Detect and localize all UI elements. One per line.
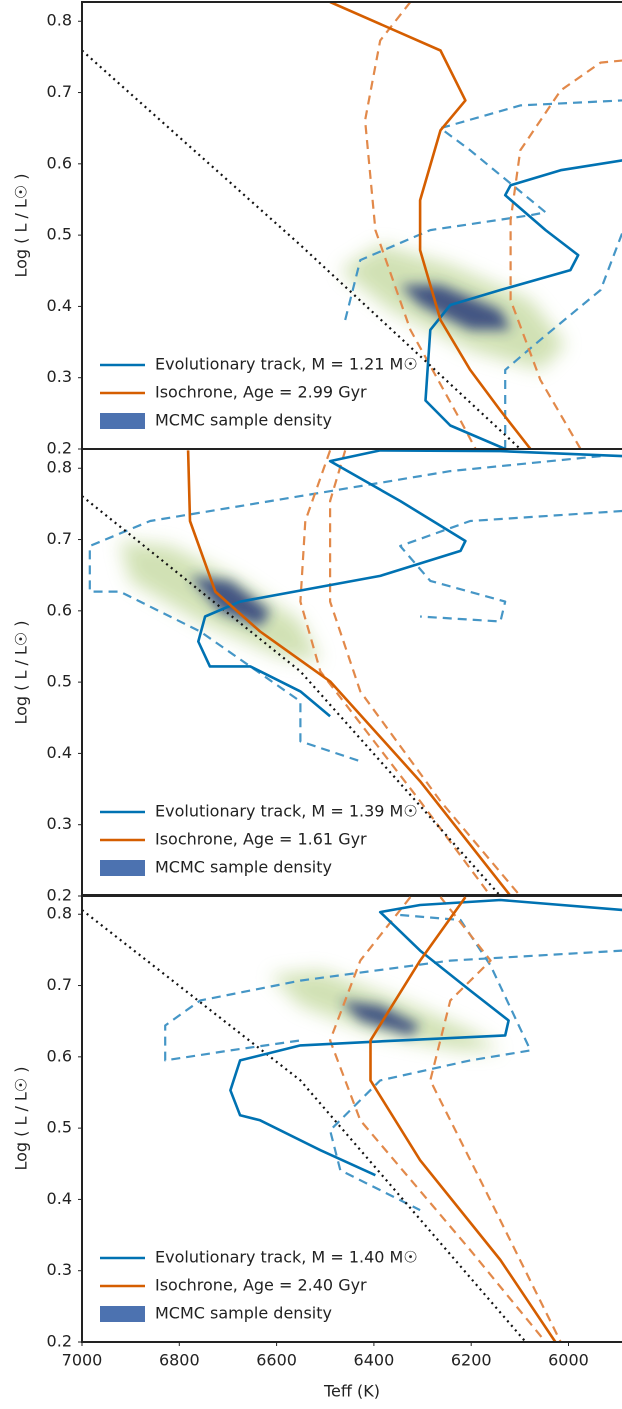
dashed-line [164, 949, 622, 1062]
legend-label: Evolutionary track, M = 1.21 M☉ [155, 355, 418, 374]
density-contour [190, 575, 271, 627]
x-tick-label: 6000 [548, 1351, 589, 1370]
legend-swatch [100, 1306, 145, 1322]
dotted-line [82, 495, 502, 896]
x-tick-label: 6600 [256, 1351, 297, 1370]
x-tick-label: 6800 [159, 1351, 200, 1370]
legend-label: MCMC sample density [155, 858, 332, 877]
legend-label: Isochrone, Age = 2.40 Gyr [155, 1276, 367, 1295]
y-tick-label: 0.6 [47, 600, 72, 619]
y-axis-label: Log ( L / L☉ ) [12, 173, 31, 277]
y-tick-label: 0.4 [47, 743, 72, 762]
solid-line [229, 898, 622, 1177]
density-contour [400, 285, 511, 330]
legend-swatch [100, 860, 145, 876]
solid-line [186, 450, 512, 896]
y-tick-label: 0.8 [47, 11, 72, 30]
y-axis-label: Log ( L / L☉ ) [12, 620, 31, 724]
dotted-line [82, 49, 522, 449]
plot-area [82, 896, 622, 1342]
dashed-line [329, 450, 522, 896]
y-tick-label: 0.6 [47, 153, 72, 172]
solid-line [369, 896, 557, 1342]
dashed-line [299, 450, 492, 896]
y-axis-label: Log ( L / L☉ ) [12, 1066, 31, 1170]
dashed-line [364, 2, 477, 449]
y-tick-label: 0.5 [47, 672, 72, 691]
y-tick-label: 0.7 [47, 975, 72, 994]
y-tick-label: 0.4 [47, 1189, 72, 1208]
legend-label: MCMC sample density [155, 411, 332, 430]
density-contour [340, 1000, 421, 1036]
legend-label: Evolutionary track, M = 1.40 M☉ [155, 1248, 418, 1267]
legend-label: Isochrone, Age = 1.61 Gyr [155, 830, 367, 849]
y-tick-label: 0.5 [47, 1118, 72, 1137]
y-tick-label: 0.2 [47, 886, 72, 905]
y-tick-label: 0.6 [47, 1046, 72, 1065]
y-tick-label: 0.4 [47, 296, 72, 315]
legend-label: Isochrone, Age = 2.99 Gyr [155, 383, 367, 402]
legend-label: MCMC sample density [155, 1304, 332, 1323]
dashed-line [429, 896, 562, 1342]
solid-line [197, 449, 622, 718]
y-tick-label: 0.3 [47, 814, 72, 833]
plot-area [82, 2, 622, 449]
x-axis-label: Teff (K) [323, 1382, 380, 1401]
legend-label: Evolutionary track, M = 1.39 M☉ [155, 802, 418, 821]
plot-area [82, 449, 622, 896]
dashed-line [504, 231, 622, 449]
y-tick-label: 0.8 [47, 458, 72, 477]
y-tick-label: 0.7 [47, 82, 72, 101]
y-tick-label: 0.3 [47, 367, 72, 386]
y-tick-label: 0.3 [47, 1260, 72, 1279]
y-tick-label: 0.2 [47, 439, 72, 458]
y-tick-label: 0.7 [47, 529, 72, 548]
x-tick-label: 6200 [451, 1351, 492, 1370]
dashed-line [399, 509, 622, 623]
dashed-line [509, 59, 622, 449]
y-tick-label: 0.2 [47, 1332, 72, 1351]
dotted-line [82, 909, 527, 1342]
y-tick-label: 0.8 [47, 904, 72, 923]
solid-line [329, 2, 532, 449]
y-tick-label: 0.5 [47, 225, 72, 244]
solid-line [424, 159, 622, 449]
dashed-line [329, 896, 547, 1342]
x-tick-label: 6400 [354, 1351, 395, 1370]
x-tick-label: 7000 [62, 1351, 103, 1370]
dashed-line [88, 455, 601, 763]
legend-swatch [100, 413, 145, 429]
axes-frame [81, 894, 622, 1343]
